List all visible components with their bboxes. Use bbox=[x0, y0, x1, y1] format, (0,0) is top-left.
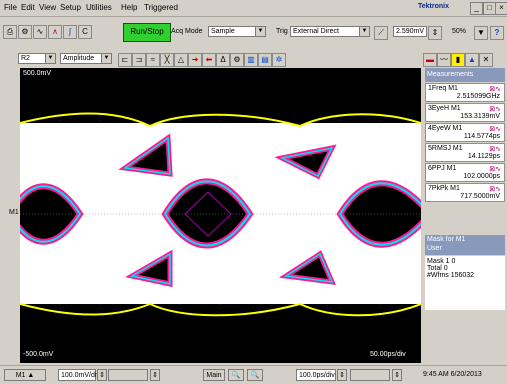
measure-toggle-icon[interactable]: ⊠∿ bbox=[489, 166, 501, 173]
meas-cross-icon[interactable]: ╳ bbox=[160, 53, 174, 67]
position-stepper-icon[interactable]: ⇕ bbox=[392, 369, 402, 381]
close-panel-icon[interactable]: ✕ bbox=[479, 53, 493, 67]
measurement-type-select[interactable]: Amplitude ▼ bbox=[60, 53, 112, 64]
menu-setup[interactable]: Setup bbox=[60, 3, 81, 12]
meas-gear-icon[interactable]: ⚙ bbox=[230, 53, 244, 67]
menu-utilities[interactable]: Utilities bbox=[86, 3, 112, 12]
measurement-item[interactable]: 1Freq M1 ⊠∿ 2.515099GHz bbox=[425, 83, 505, 102]
chevron-down-icon: ▼ bbox=[359, 27, 369, 36]
measure-toggle-icon[interactable]: ⊠∿ bbox=[489, 106, 501, 113]
secondary-toolbar: R2 ▼ Amplitude ▼ ⊏ ⊐ ≈ ╳ △ ➜ ⬅ Δ ⚙ ▥ ▤ ✲ ▬… bbox=[0, 50, 507, 67]
channel-marker[interactable]: M1 bbox=[9, 209, 19, 216]
timestamp: 9:45 AM 6/20/2013 bbox=[423, 371, 482, 378]
main-toolbar: ⎙ ⚙ ∿ ∧ ∫ C bbox=[0, 17, 507, 47]
math-icon[interactable]: ∫ bbox=[63, 25, 77, 39]
measure-toggle-icon[interactable]: ⊠∿ bbox=[489, 86, 501, 93]
close-button[interactable]: × bbox=[495, 2, 507, 15]
eye-diagram-svg bbox=[20, 68, 421, 363]
menu-file[interactable]: File bbox=[4, 3, 17, 12]
chevron-down-icon: ▼ bbox=[45, 54, 55, 63]
measurements-title: Measurements bbox=[425, 68, 505, 82]
meas-delta-icon[interactable]: Δ bbox=[216, 53, 230, 67]
waveform-view-icon[interactable]: 〰 bbox=[437, 53, 451, 67]
menu-view[interactable]: View bbox=[39, 3, 57, 12]
measurement-item[interactable]: 5RMSJ M1 ⊠∿ 14.1129ps bbox=[425, 143, 505, 162]
trigger-slope-icon[interactable]: ⟋ bbox=[374, 26, 388, 40]
position-field[interactable] bbox=[350, 369, 390, 381]
meas-bars2-icon[interactable]: ▤ bbox=[258, 53, 272, 67]
zoom-in-icon[interactable]: 🔍 bbox=[228, 369, 244, 381]
trigger-level-field[interactable]: 2.590mV bbox=[393, 26, 427, 37]
bottom-scale-label: -500.0mV bbox=[23, 351, 54, 358]
side-panel: Measurements 1Freq M1 ⊠∿ 2.515099GHz 3Ey… bbox=[423, 68, 507, 368]
measurement-item[interactable]: 4EyeW M1 ⊠∿ 114.5774ps bbox=[425, 123, 505, 142]
zoom-dropdown-icon[interactable]: ▼ bbox=[474, 26, 488, 40]
status-bar: M1 ▲ 100.0mV/div ⇕ ⇕ Main 🔍 🔍 100.0ps/di… bbox=[0, 365, 507, 384]
source-select[interactable]: R2 ▼ bbox=[18, 53, 56, 64]
zoom-level: 50% bbox=[452, 28, 467, 35]
offset-field[interactable] bbox=[108, 369, 148, 381]
channel-button[interactable]: M1 ▲ bbox=[4, 369, 46, 381]
menu-edit[interactable]: Edit bbox=[21, 3, 35, 12]
brand-logo: Tektronix bbox=[418, 3, 449, 10]
measurement-item[interactable]: 3EyeH M1 ⊠∿ 153.3139mV bbox=[425, 103, 505, 122]
main-button[interactable]: Main bbox=[203, 369, 225, 381]
print-icon[interactable]: ⎙ bbox=[3, 25, 17, 39]
waveform-icon[interactable]: ∧ bbox=[48, 25, 62, 39]
measurement-item[interactable]: 6PPJ M1 ⊠∿ 102.0000ps bbox=[425, 163, 505, 182]
meas-rise-icon[interactable]: ⊏ bbox=[118, 53, 132, 67]
menu-help[interactable]: Help bbox=[121, 3, 138, 12]
acq-mode-select[interactable]: Sample ▼ bbox=[208, 26, 266, 37]
acq-mode-label: Acq Mode bbox=[171, 28, 203, 35]
help-button[interactable]: ? bbox=[490, 26, 504, 40]
zoom-out-icon[interactable]: 🔍 bbox=[247, 369, 263, 381]
menu-bar: File Edit View Setup Utilities Help Trig… bbox=[0, 0, 507, 17]
timebase-stepper-icon[interactable]: ⇕ bbox=[337, 369, 347, 381]
timebase-label: 50.00ps/div bbox=[370, 351, 406, 358]
top-scale-label: 500.0mV bbox=[23, 70, 52, 77]
scale-stepper-icon[interactable]: ⇕ bbox=[97, 369, 107, 381]
chevron-down-icon: ▼ bbox=[101, 54, 111, 63]
mask-total: Total 0 bbox=[427, 265, 448, 272]
measure-toggle-icon[interactable]: ⊠∿ bbox=[489, 146, 501, 153]
chevron-down-icon: ▼ bbox=[255, 27, 265, 36]
top-mask bbox=[20, 68, 421, 126]
meas-arrow-right-icon[interactable]: ➜ bbox=[188, 53, 202, 67]
yellow-view-icon[interactable]: ▮ bbox=[451, 53, 465, 67]
clear-icon[interactable]: C bbox=[78, 25, 92, 39]
mask-stats: Mask 1 0 Total 0 #Wfms 156032 bbox=[425, 256, 505, 310]
eye-diagram-display[interactable]: 500.0mV -500.0mV 50.00ps/div bbox=[20, 68, 421, 363]
wfms-count: #Wfms 156032 bbox=[427, 272, 475, 279]
run-stop-button[interactable]: Run/Stop bbox=[123, 23, 171, 42]
band-edges bbox=[20, 112, 421, 317]
bottom-mask bbox=[20, 304, 421, 363]
timebase-field[interactable]: 100.0ps/div bbox=[296, 369, 336, 381]
autoset-icon[interactable]: ⚙ bbox=[18, 25, 32, 39]
meas-bars-icon[interactable]: ▥ bbox=[244, 53, 258, 67]
offset-stepper-icon[interactable]: ⇕ bbox=[150, 369, 160, 381]
level-stepper-icon[interactable]: ⇕ bbox=[428, 26, 442, 40]
minimize-button[interactable]: _ bbox=[470, 2, 483, 15]
measure-icon[interactable]: ∿ bbox=[33, 25, 47, 39]
meas-arrow-left-icon[interactable]: ⬅ bbox=[202, 53, 216, 67]
meas-star-icon[interactable]: ✲ bbox=[272, 53, 286, 67]
minus-icon[interactable]: ▬ bbox=[423, 53, 437, 67]
measurement-item[interactable]: 7PkPk M1 ⊠∿ 717.5000mV bbox=[425, 183, 505, 202]
trig-label: Trig bbox=[276, 28, 288, 35]
measure-toggle-icon[interactable]: ⊠∿ bbox=[489, 186, 501, 193]
meas-triangle-icon[interactable]: △ bbox=[174, 53, 188, 67]
mask-title: Mask for M1 User bbox=[425, 235, 505, 255]
scale-field[interactable]: 100.0mV/div bbox=[58, 369, 100, 381]
meas-fall-icon[interactable]: ⊐ bbox=[132, 53, 146, 67]
trigger-status: Triggered bbox=[144, 3, 178, 12]
mask-count: Mask 1 0 bbox=[427, 258, 456, 265]
meas-period-icon[interactable]: ≈ bbox=[146, 53, 160, 67]
trigger-source-select[interactable]: External Direct ▼ bbox=[290, 26, 370, 37]
triangle-view-icon[interactable]: ▲ bbox=[465, 53, 479, 67]
measure-toggle-icon[interactable]: ⊠∿ bbox=[489, 126, 501, 133]
